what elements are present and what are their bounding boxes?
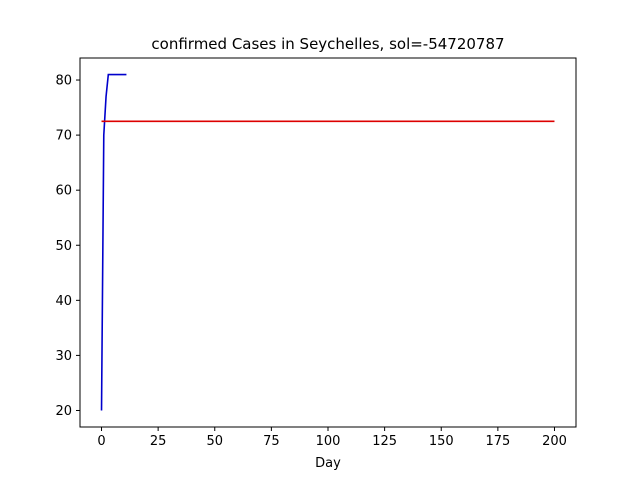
y-tick-label-6: 80 <box>55 74 72 89</box>
x-tick-label-3: 75 <box>263 434 280 449</box>
plot-frame <box>79 57 577 428</box>
y-tick-label-1: 30 <box>55 349 72 364</box>
y-tick-label-4: 60 <box>55 184 72 199</box>
x-axis: 0 25 50 75 100 125 150 175 200 <box>97 427 567 449</box>
x-tick-label-6: 150 <box>429 434 454 449</box>
x-tick-label-2: 50 <box>206 434 223 449</box>
x-tick-label-8: 200 <box>542 434 567 449</box>
chart-title: confirmed Cases in Seychelles, sol=-5472… <box>151 35 504 53</box>
x-tick-label-4: 100 <box>316 434 341 449</box>
x-tick-label-5: 125 <box>372 434 397 449</box>
y-tick-label-2: 40 <box>55 294 72 309</box>
y-tick-label-5: 70 <box>55 129 72 144</box>
x-tick-label-7: 175 <box>485 434 510 449</box>
y-tick-label-0: 20 <box>55 404 72 419</box>
y-axis: 20 30 40 50 60 70 80 <box>55 74 80 419</box>
x-tick-label-1: 25 <box>150 434 167 449</box>
y-tick-label-3: 50 <box>55 239 72 254</box>
series-layer <box>100 73 555 411</box>
x-axis-label: Day <box>315 456 341 471</box>
series-line-0 <box>100 73 127 411</box>
x-tick-label-0: 0 <box>97 434 105 449</box>
